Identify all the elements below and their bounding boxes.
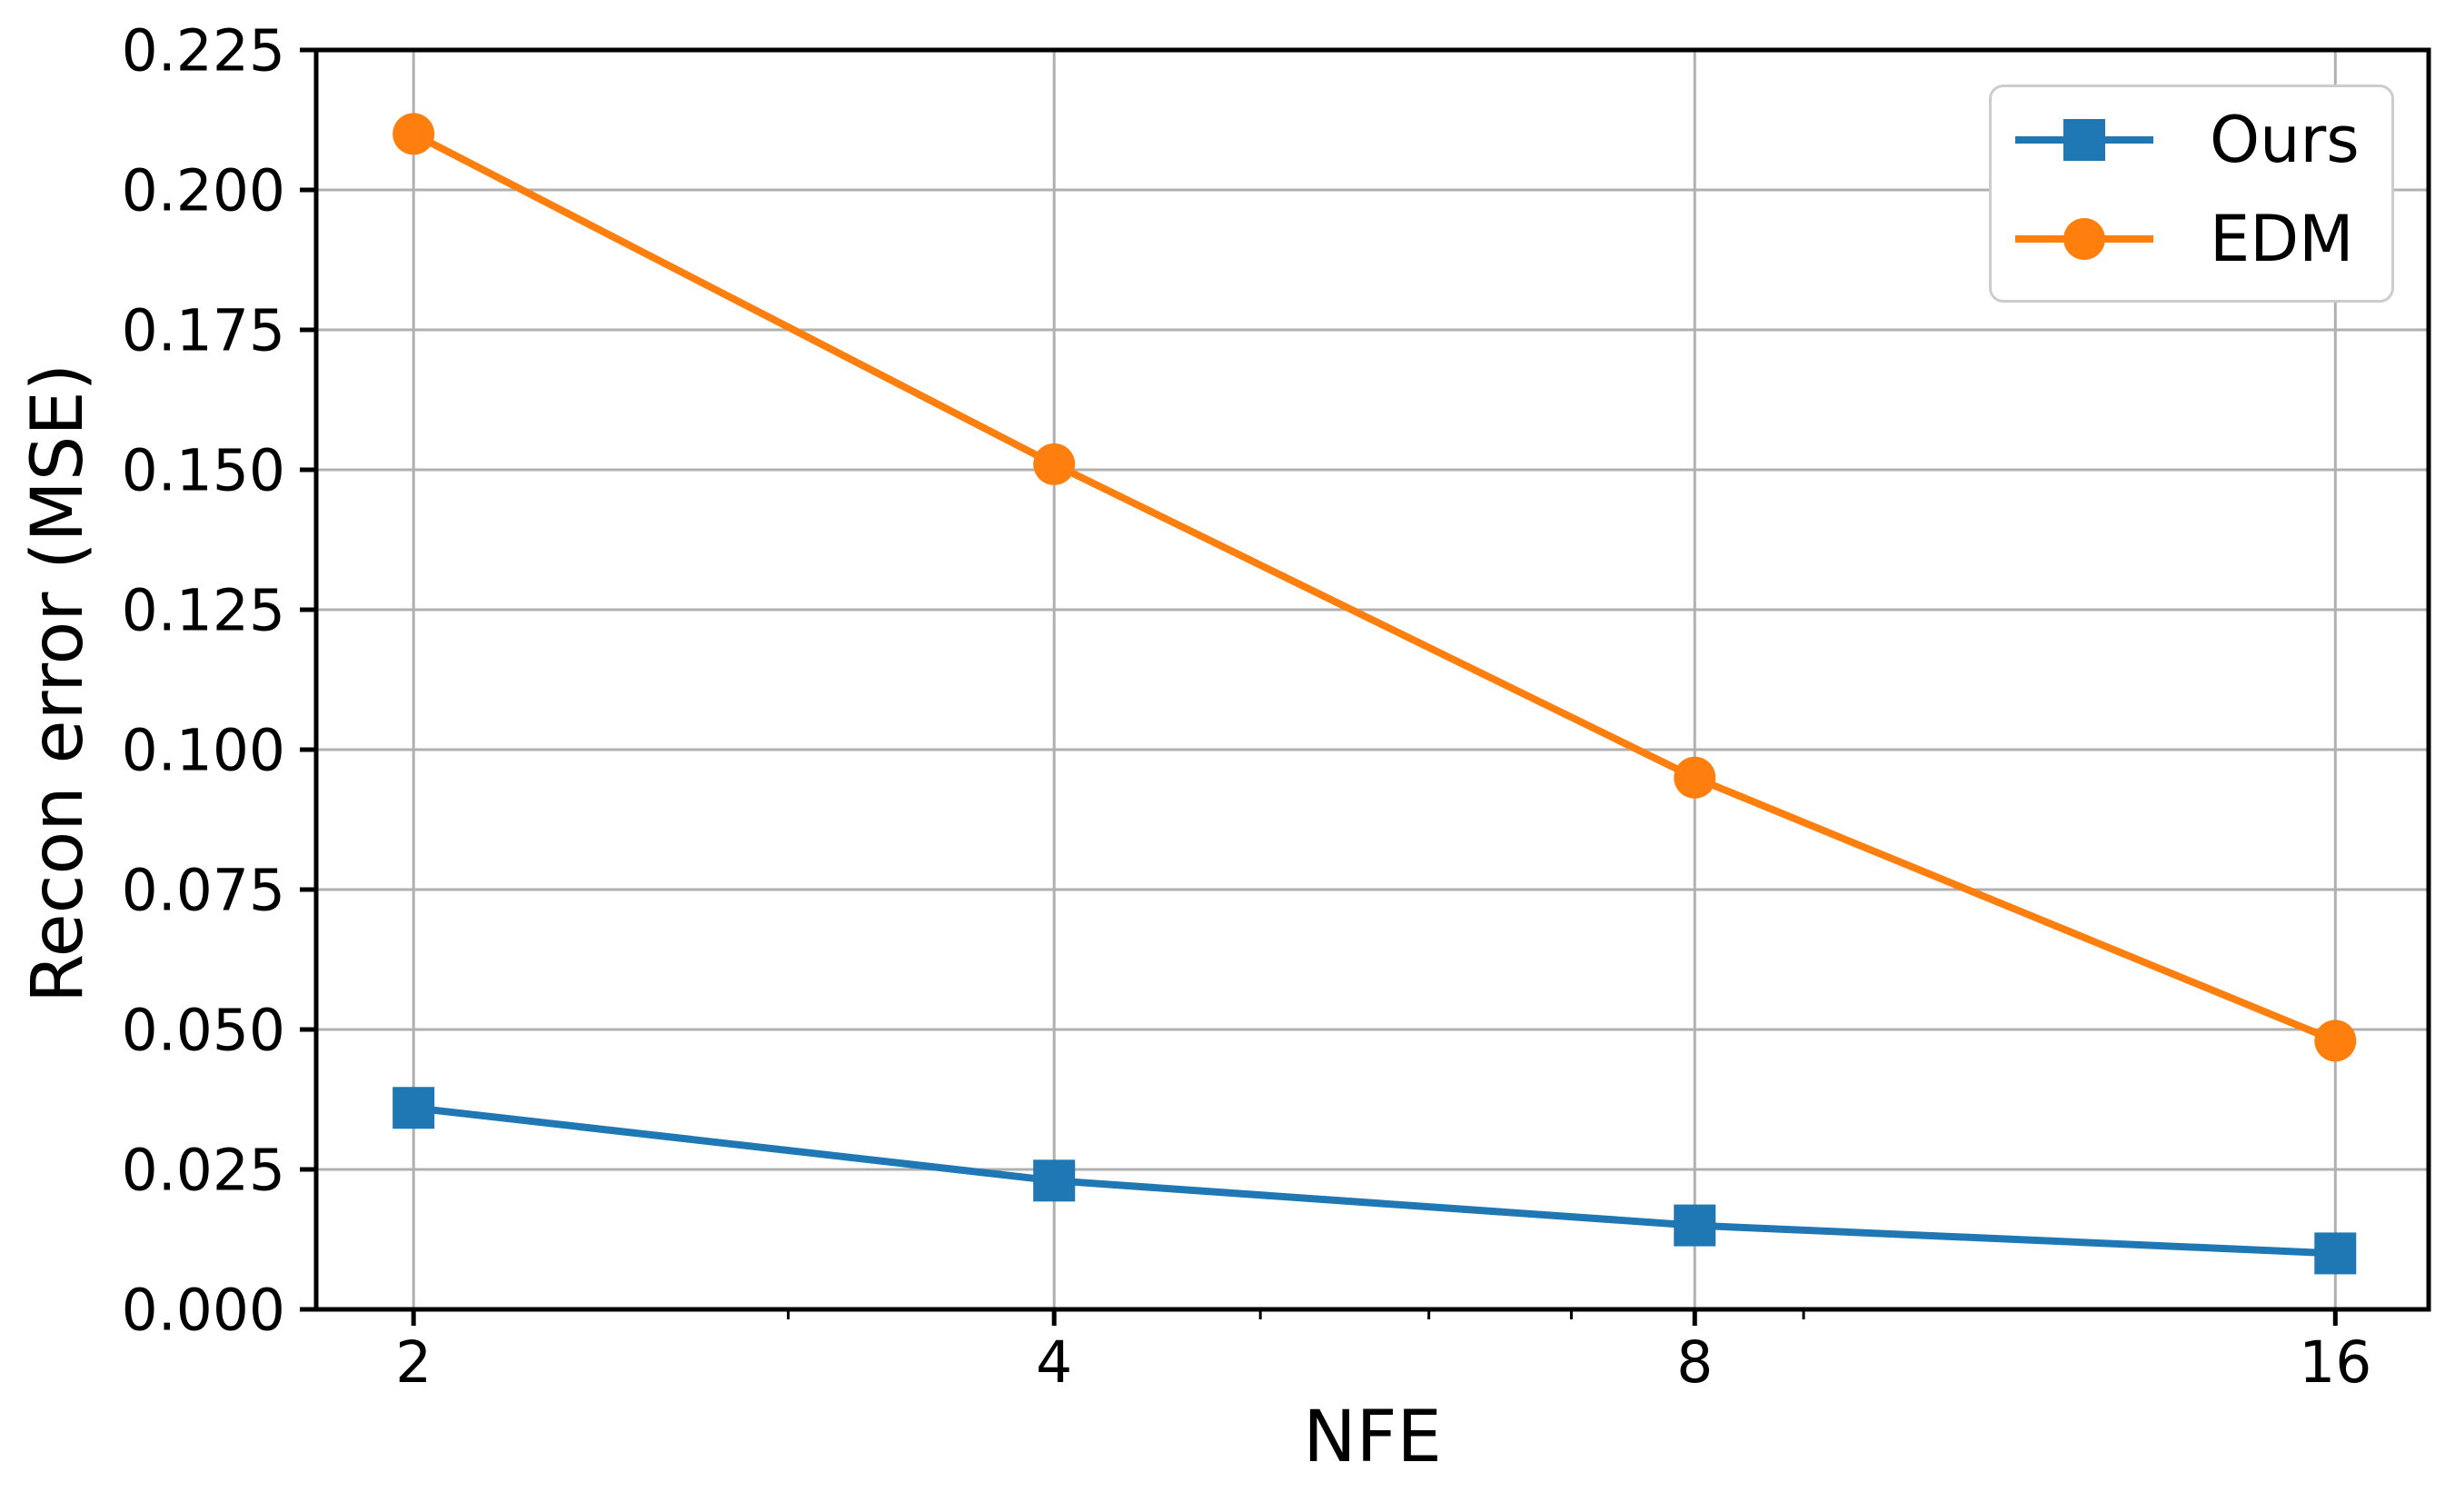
series-ours-marker <box>1033 1159 1076 1202</box>
series-edm-marker <box>2314 1020 2357 1062</box>
legend-ours-square-icon <box>2063 119 2105 161</box>
y-axis-label: Recon error (MSE) <box>17 363 99 1004</box>
y-tick-label: 0.000 <box>122 1277 285 1343</box>
series-edm-marker <box>393 113 435 155</box>
x-tick-label: 2 <box>395 1329 432 1396</box>
x-axis-label: NFE <box>1303 1397 1442 1478</box>
series-ours-marker <box>393 1087 435 1129</box>
series-ours-line <box>412 1104 2336 1258</box>
series-edm-marker <box>1033 443 1076 485</box>
legend-label-ours: Ours <box>2210 103 2360 177</box>
y-tick-label: 0.200 <box>122 157 285 224</box>
x-tick-label: 8 <box>1676 1329 1713 1396</box>
y-tick-label: 0.175 <box>122 297 285 363</box>
y-tick-label: 0.075 <box>122 857 285 923</box>
legend-item-edm: EDM <box>2012 207 2391 271</box>
legend-label-edm: EDM <box>2210 202 2354 276</box>
y-tick-label: 0.150 <box>122 437 285 503</box>
x-tick-label: 16 <box>2299 1329 2371 1396</box>
series-edm-line <box>412 130 2337 1045</box>
plot-border <box>313 47 2431 1312</box>
x-tick-label: 4 <box>1036 1329 1072 1396</box>
legend-ours-square-marker-icon <box>2015 119 2153 161</box>
series-ours-marker <box>2314 1232 2357 1275</box>
legend-edm-circle-icon <box>2063 218 2105 260</box>
series-edm-marker <box>1674 756 1716 799</box>
legend-item-ours: Ours <box>2012 108 2391 172</box>
y-tick-label: 0.125 <box>122 577 285 643</box>
y-tick-label: 0.025 <box>122 1137 285 1203</box>
y-tick-label: 0.225 <box>122 17 285 84</box>
y-tick-label: 0.050 <box>122 997 285 1063</box>
series-ours-marker <box>1674 1204 1716 1247</box>
legend: Ours EDM <box>1989 85 2394 303</box>
y-tick-label: 0.100 <box>122 717 285 783</box>
legend-edm-circle-marker-icon <box>2015 218 2153 260</box>
